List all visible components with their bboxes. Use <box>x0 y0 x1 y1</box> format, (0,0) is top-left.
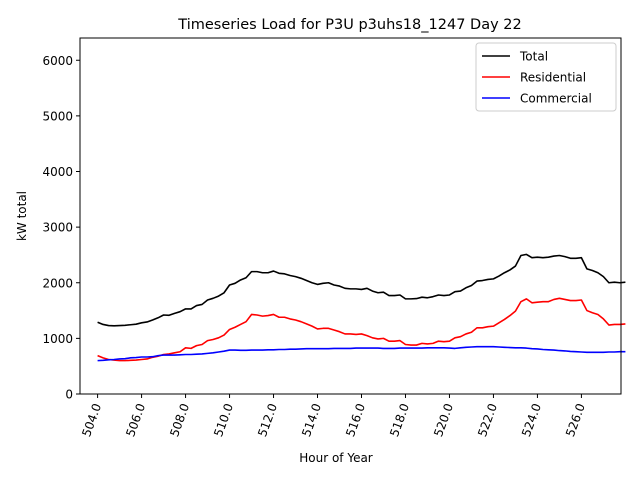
x-tick-label: 518.0 <box>387 402 412 439</box>
y-tick-label: 4000 <box>42 165 73 179</box>
x-tick-label: 506.0 <box>123 402 148 439</box>
series-line-residential <box>97 297 626 362</box>
x-tick-label: 520.0 <box>431 402 456 439</box>
x-tick-label: 522.0 <box>475 402 500 439</box>
x-tick-label: 514.0 <box>299 402 324 439</box>
legend-label-total: Total <box>519 50 548 64</box>
y-tick-label: 2000 <box>42 276 73 290</box>
x-tick-label: 526.0 <box>563 402 588 439</box>
chart-title: Timeseries Load for P3U p3uhs18_1247 Day… <box>177 17 521 33</box>
x-tick-label: 524.0 <box>519 402 544 439</box>
y-tick-label: 0 <box>65 388 73 402</box>
series-lines <box>97 253 626 362</box>
y-tick-label: 1000 <box>42 332 73 346</box>
x-axis-label: Hour of Year <box>299 451 373 465</box>
x-tick-label: 516.0 <box>343 402 368 439</box>
y-tick-label: 5000 <box>42 109 73 123</box>
legend-box <box>475 42 617 112</box>
y-tick-label: 3000 <box>42 221 73 235</box>
legend-label-commercial: Commercial <box>520 92 592 106</box>
x-tick-label: 508.0 <box>167 402 192 439</box>
y-axis-label: kW total <box>15 191 29 241</box>
plot-frame <box>79 37 622 395</box>
legend: Total Residential Commercial <box>475 42 617 112</box>
x-tick-label: 504.0 <box>79 402 104 439</box>
legend-label-residential: Residential <box>520 71 586 85</box>
x-tick-label: 510.0 <box>211 402 236 439</box>
y-tick-label: 6000 <box>42 54 73 68</box>
series-line-total <box>97 253 626 327</box>
x-tick-label: 512.0 <box>255 402 280 439</box>
series-line-commercial <box>97 345 626 362</box>
